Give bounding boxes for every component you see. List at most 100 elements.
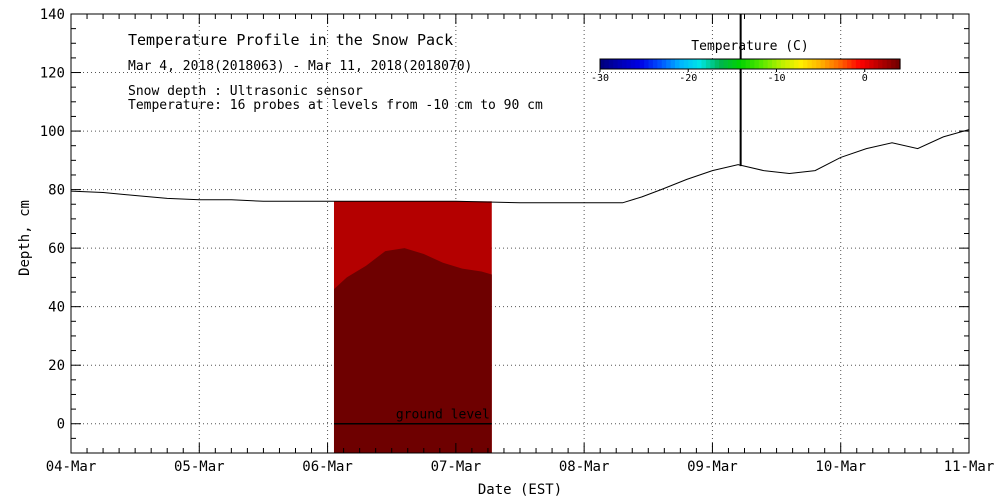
x-tick-label: 05-Mar [174,459,225,475]
colorbar-swatch [847,59,853,69]
colorbar-swatch [794,59,800,69]
colorbar-swatch [772,59,778,69]
colorbar-swatch [723,59,729,69]
y-tick-label: 20 [48,358,65,374]
colorbar-swatch [785,59,791,69]
y-tick-label: 80 [48,183,65,199]
colorbar-swatch [789,59,795,69]
temperature-area-layer [333,201,492,453]
colorbar-tick-label: -20 [679,73,697,84]
chart-subtitle: Mar 4, 2018(2018063) - Mar 11, 2018(2018… [128,59,472,74]
colorbar-swatch [873,59,879,69]
y-tick-label: 140 [40,7,65,23]
chart-title: Temperature Profile in the Snow Pack [128,31,453,49]
colorbar-frame [599,58,901,70]
colorbar-swatch [767,59,773,69]
colorbar-swatch [635,59,641,69]
colorbar-swatch [825,59,831,69]
temperature-band-lower [333,248,492,453]
colorbar-swatch [652,59,658,69]
colorbar-swatch [829,59,835,69]
y-tick-label: 60 [48,241,65,257]
colorbar-swatch [617,59,623,69]
colorbar-swatch [683,59,689,69]
y-tick-label: 40 [48,300,65,316]
note-temperature: Temperature: 16 probes at levels from -1… [128,98,543,113]
colorbar-swatch [882,59,888,69]
colorbar-swatch [630,59,636,69]
x-tick-label: 04-Mar [46,459,97,475]
colorbar-swatch [820,59,826,69]
colorbar-tick-label: -10 [767,73,785,84]
grid-lines [71,14,969,453]
colorbar-swatch [657,59,663,69]
x-axis-label: Date (EST) [478,482,562,498]
colorbar-swatch [600,59,606,69]
x-tick-label: 06-Mar [302,459,353,475]
colorbar-swatch [842,59,848,69]
ground-level-label: ground level [396,408,490,423]
colorbar-swatch [745,59,751,69]
colorbar-swatch [705,59,711,69]
colorbar-swatch [833,59,839,69]
colorbar-swatch [644,59,650,69]
y-tick-label: 120 [40,66,65,82]
plot-frame [70,13,970,454]
colorbar-swatch [886,59,892,69]
y-axis-label: Depth, cm [17,200,33,276]
colorbar-swatch [855,59,861,69]
colorbar-swatch [816,59,822,69]
colorbar-swatch [877,59,883,69]
x-tick-label: 09-Mar [687,459,738,475]
snow-depth-layer: ground level [71,14,969,425]
colorbar-swatch [719,59,725,69]
colorbar-swatch [732,59,738,69]
y-tick-label: 100 [40,124,65,140]
colorbar-swatch [714,59,720,69]
colorbar-swatch [679,59,685,69]
colorbar-swatch [776,59,782,69]
colorbar-swatch [608,59,614,69]
colorbar-swatch [736,59,742,69]
colorbar-swatch [895,59,901,69]
colorbar-swatch [754,59,760,69]
axis-ticks: 04-Mar 05-Mar 06-Mar 07-Mar 08-Mar 09-Mar 10-M… [40,7,995,475]
colorbar-swatch [860,59,866,69]
colorbar-swatch [891,59,897,69]
colorbar-swatch [639,59,645,69]
colorbar-swatch [613,59,619,69]
colorbar-swatch [811,59,817,69]
x-tick-label: 07-Mar [431,459,482,475]
colorbar-swatch [688,59,694,69]
colorbar-swatch [710,59,716,69]
colorbar-swatch [763,59,769,69]
x-tick-label: 08-Mar [559,459,610,475]
x-tick-label: 10-Mar [815,459,866,475]
colorbar-swatch [697,59,703,69]
colorbar-swatch [692,59,698,69]
colorbar-swatch [666,59,672,69]
colorbar-title: Temperature (C) [691,39,808,54]
y-tick-label: 0 [57,417,65,433]
colorbar-swatch [838,59,844,69]
colorbar-swatch [727,59,733,69]
colorbar-swatch [758,59,764,69]
colorbar-swatch [675,59,681,69]
colorbar-swatch [626,59,632,69]
colorbar-swatch [851,59,857,69]
colorbar-swatch [648,59,654,69]
colorbar-swatch [622,59,628,69]
colorbar-swatch [864,59,870,69]
x-tick-label: 11-Mar [944,459,995,475]
colorbar: -30 -20 -10 0 [591,58,901,84]
colorbar-swatch [802,59,808,69]
colorbar-swatch [741,59,747,69]
colorbar-swatch [869,59,875,69]
snow-depth-line [71,129,969,204]
colorbar-swatch [807,59,813,69]
colorbar-swatch [780,59,786,69]
colorbar-swatch [798,59,804,69]
note-snow-depth: Snow depth : Ultrasonic sensor [128,84,363,99]
colorbar-tick-label: 0 [862,73,868,84]
